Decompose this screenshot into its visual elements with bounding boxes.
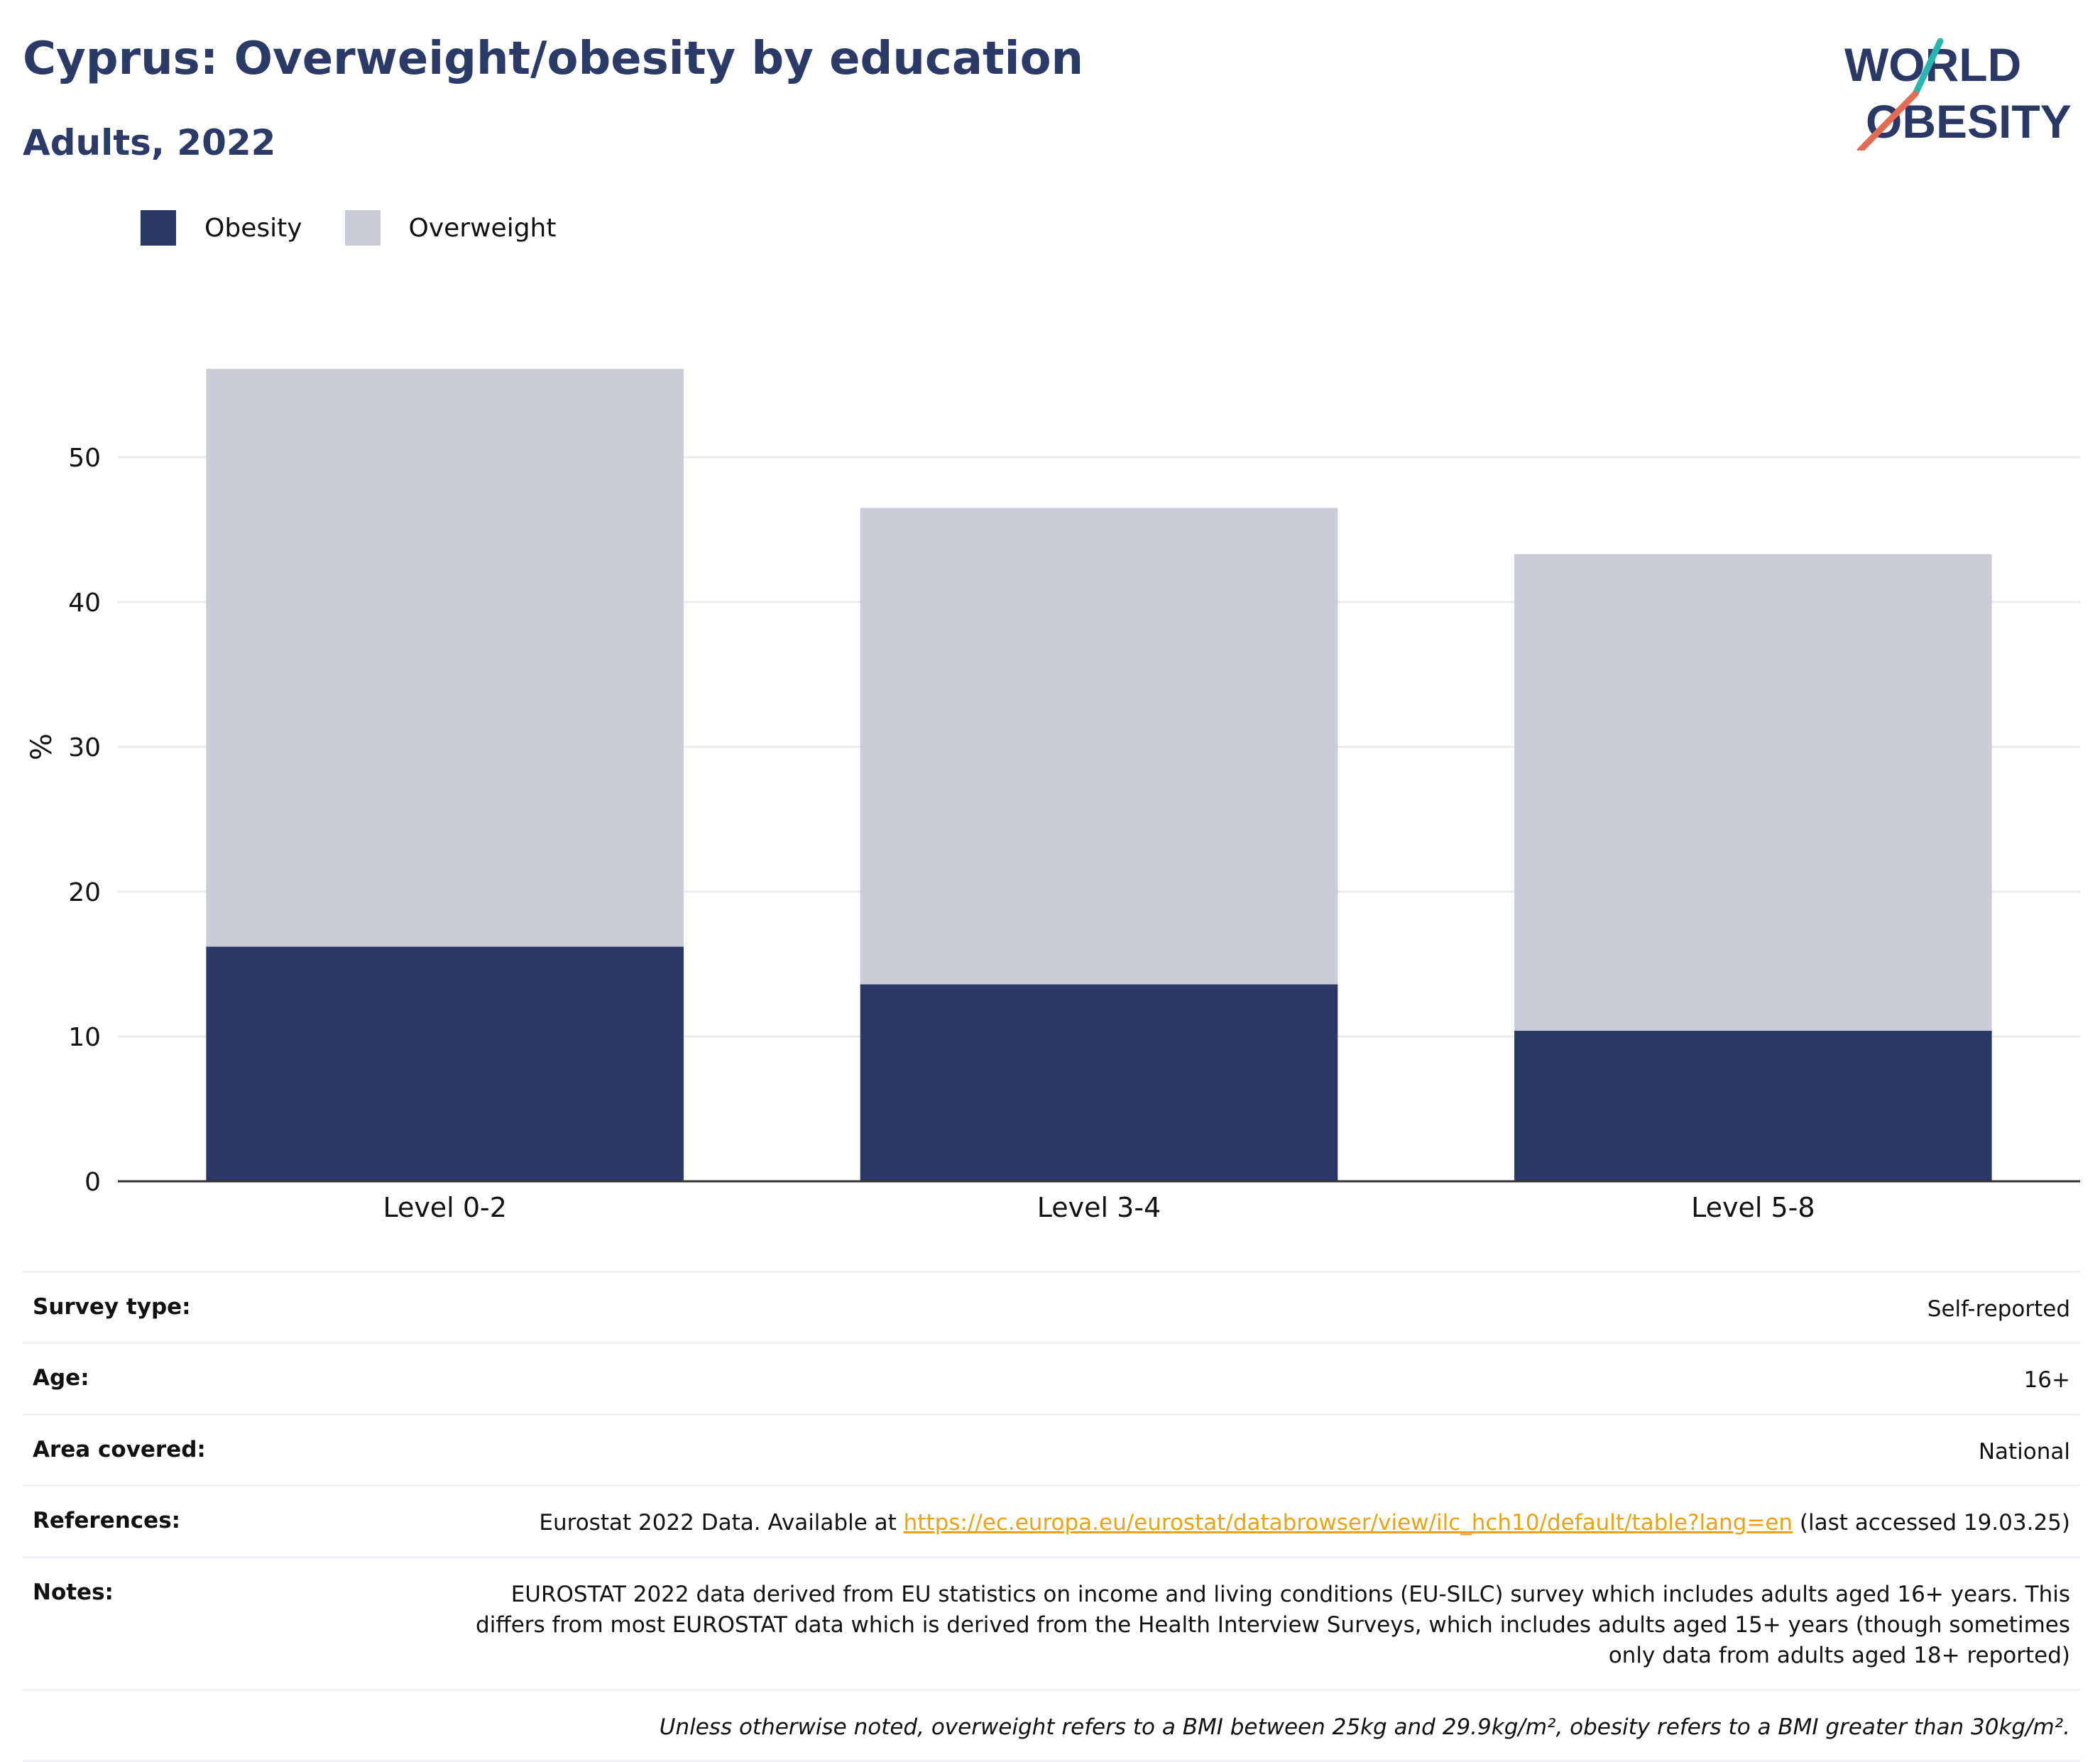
legend-swatch-overweight	[344, 210, 381, 246]
references-suffix: (last accessed 19.03.25)	[1793, 1510, 2070, 1536]
svg-text:OBESITY: OBESITY	[1866, 95, 2072, 148]
references-link[interactable]: https://ec.europa.eu/eurostat/databrowse…	[903, 1510, 1793, 1536]
references-value: Eurostat 2022 Data. Available at https:/…	[539, 1508, 2070, 1538]
chart-title: Cyprus: Overweight/obesity by education	[23, 33, 1084, 85]
info-row-age: Age: 16+	[23, 1342, 2080, 1413]
info-row-area: Area covered: National	[23, 1413, 2080, 1484]
bar-chart: 0 10 20 30 40 50 Level 0-2 Level 3-4 Level 5-8%	[26, 368, 2080, 1223]
age-value: 16+	[2023, 1367, 2070, 1394]
bar-obesity-3	[1514, 1030, 1992, 1181]
bar-overweight-1	[206, 368, 684, 947]
y-tick-label: 10	[68, 1023, 101, 1052]
info-row-footnote: Unless otherwise noted, overweight refer…	[23, 1688, 2080, 1762]
footnote-text: Unless otherwise noted, overweight refer…	[659, 1714, 2070, 1740]
x-tick-label: Level 3-4	[1037, 1192, 1161, 1223]
notes-value: EUROSTAT 2022 data derived from EU stati…	[476, 1581, 2070, 1669]
bar-overweight-2	[860, 508, 1338, 985]
legend-label-overweight: Overweight	[408, 213, 557, 243]
references-label: References:	[33, 1508, 181, 1534]
area-label: Area covered:	[33, 1436, 206, 1462]
world-obesity-logo: WORLD OBESITY	[1844, 38, 2072, 151]
x-tick-label: Level 0-2	[383, 1192, 506, 1223]
bar-obesity-2	[860, 984, 1338, 1181]
references-prefix: Eurostat 2022 Data. Available at	[539, 1510, 904, 1536]
info-row-references: References: Eurostat 2022 Data. Availabl…	[23, 1484, 2080, 1555]
svg-text:WORLD: WORLD	[1844, 38, 2021, 91]
y-tick-label: 20	[68, 878, 101, 907]
age-label: Age:	[33, 1365, 89, 1391]
y-axis-label: %	[26, 733, 58, 760]
area-value: National	[1978, 1438, 2070, 1465]
legend-item-obesity[interactable]: Obesity	[141, 210, 302, 246]
y-tick-label: 40	[68, 589, 101, 618]
y-tick-label: 30	[68, 733, 101, 762]
chart-legend: Obesity Overweight	[141, 210, 598, 246]
legend-label-obesity: Obesity	[204, 213, 302, 243]
survey-type-value: Self-reported	[1927, 1296, 2070, 1322]
survey-type-label: Survey type:	[33, 1294, 191, 1320]
chart-subtitle: Adults, 2022	[23, 122, 276, 163]
info-table: Survey type: Self-reported Age: 16+ Area…	[23, 1271, 2080, 1762]
bar-overweight-3	[1514, 554, 1992, 1031]
notes-label: Notes:	[33, 1579, 114, 1605]
x-tick-label: Level 5-8	[1691, 1192, 1815, 1223]
legend-item-overweight[interactable]: Overweight	[344, 210, 557, 246]
y-tick-label: 50	[68, 444, 101, 473]
legend-swatch-obesity	[141, 210, 176, 246]
y-tick-label: 0	[84, 1168, 101, 1197]
info-row-survey-type: Survey type: Self-reported	[23, 1271, 2080, 1342]
bar-obesity-1	[206, 946, 684, 1181]
info-row-notes: Notes: EUROSTAT 2022 data derived from E…	[23, 1555, 2080, 1689]
